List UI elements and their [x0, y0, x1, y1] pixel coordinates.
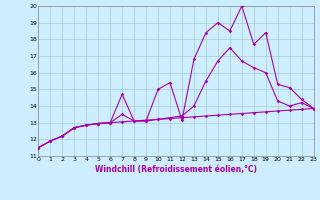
X-axis label: Windchill (Refroidissement éolien,°C): Windchill (Refroidissement éolien,°C)	[95, 165, 257, 174]
